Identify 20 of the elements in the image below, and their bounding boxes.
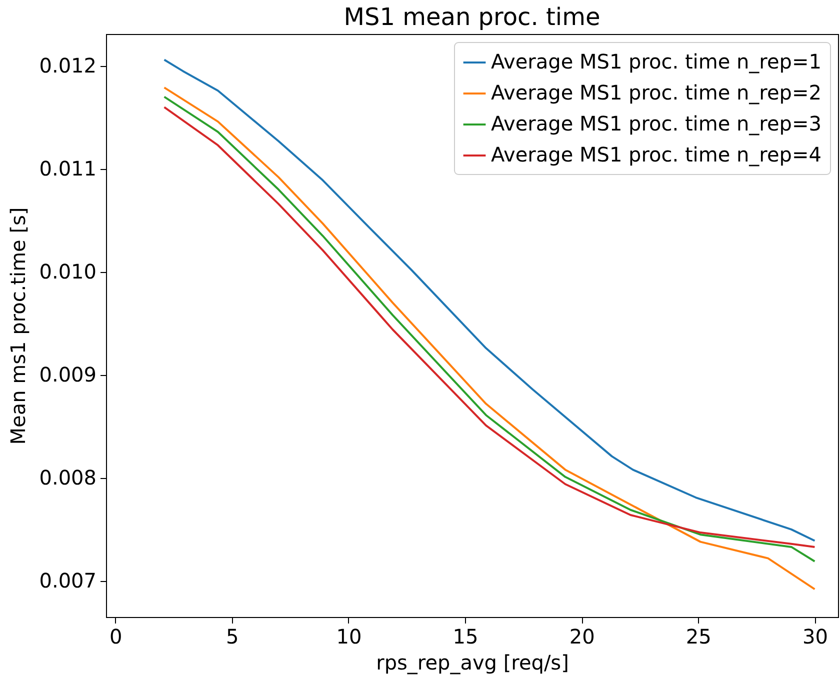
y-tick-label: 0.008 (39, 465, 96, 490)
legend-label: Average MS1 proc. time n_rep=1 (491, 50, 822, 74)
x-axis-title: rps_rep_avg [req/s] (376, 650, 569, 674)
y-axis-title: Mean ms1 proc.time [s] (6, 207, 30, 445)
x-tick-label: 0 (109, 624, 122, 648)
x-tick-label: 10 (336, 624, 362, 648)
x-tick-label: 5 (226, 624, 239, 648)
legend-label: Average MS1 proc. time n_rep=4 (491, 142, 822, 166)
x-tick-label: 20 (569, 624, 595, 648)
x-tick-label: 30 (802, 624, 828, 648)
y-tick-label: 0.012 (39, 53, 96, 78)
y-tick-label: 0.007 (39, 568, 96, 592)
legend-label: Average MS1 proc. time n_rep=2 (491, 80, 822, 104)
y-tick-label: 0.011 (39, 156, 96, 180)
legend-label: Average MS1 proc. time n_rep=3 (491, 112, 822, 136)
x-tick-label: 15 (452, 624, 478, 648)
y-tick-label: 0.009 (39, 362, 96, 386)
chart-title: MS1 mean proc. time (344, 3, 600, 31)
x-tick-label: 25 (686, 624, 712, 648)
y-tick-label: 0.010 (39, 259, 96, 284)
